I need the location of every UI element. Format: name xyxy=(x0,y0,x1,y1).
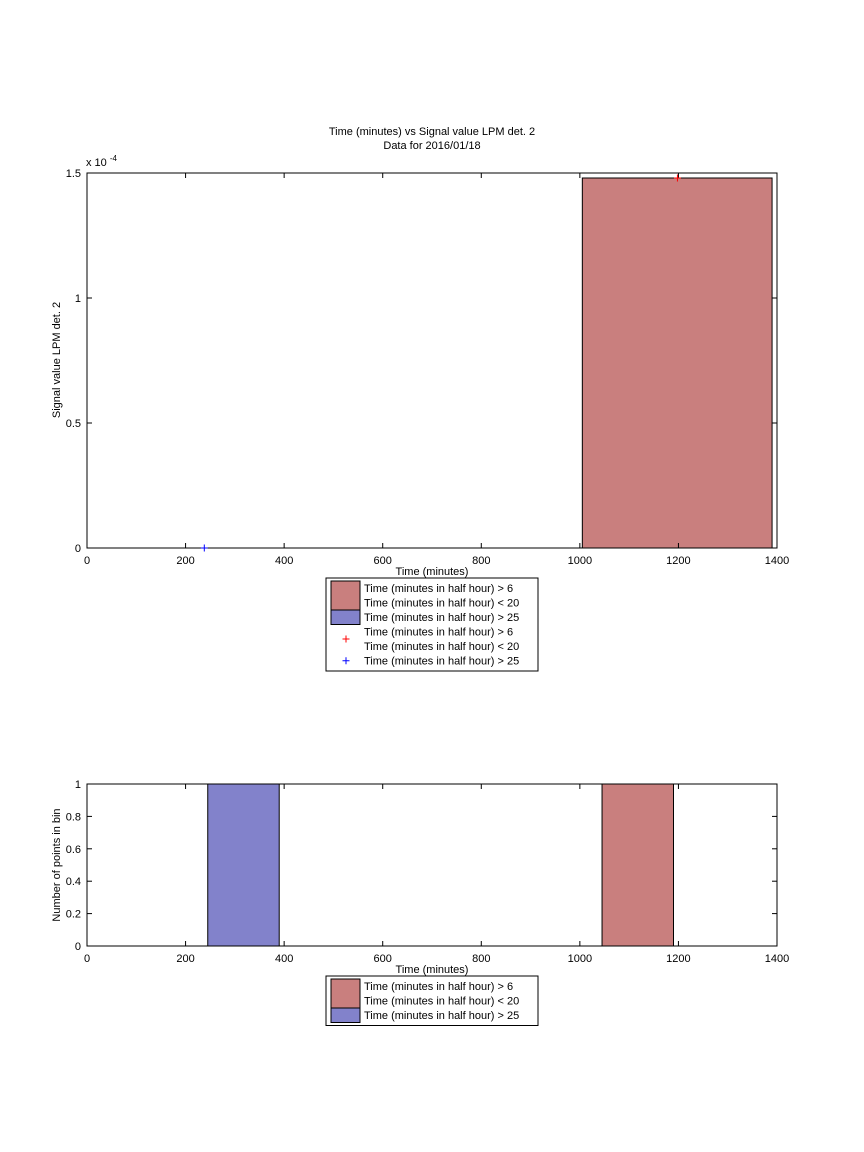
x-tick-label: 1000 xyxy=(568,555,592,567)
y-tick-label: 0.8 xyxy=(66,811,81,823)
legend-entry: Time (minutes in half hour) > 6 Time (min… xyxy=(330,978,519,1009)
y-tick-label: 0 xyxy=(75,543,81,555)
legend-swatch xyxy=(330,609,361,625)
top-chart: Time (minutes) vs Signal value LPM det. … xyxy=(51,126,790,672)
legend-swatch xyxy=(330,580,361,611)
y-tick-label: 0.2 xyxy=(66,909,81,921)
bottom-chart-y-label: Number of points in bin xyxy=(51,808,63,921)
y-tick-label: 0.4 xyxy=(66,876,81,888)
bottom-chart-bars xyxy=(207,783,674,947)
x-tick-label: 0 xyxy=(84,953,90,965)
legend-label: Time (minutes in half hour) > 6 xyxy=(364,627,513,639)
x-tick-label: 200 xyxy=(176,953,194,965)
legend-entry: Time (minutes in half hour) > 25 xyxy=(330,1007,519,1023)
bar-red xyxy=(601,783,674,947)
legend-box xyxy=(325,577,539,672)
top-chart-legend: Time (minutes in half hour) > 6 Time (min… xyxy=(325,577,539,672)
legend-swatch xyxy=(330,1007,361,1023)
top-chart-subtitle: Data for 2016/01/18 xyxy=(383,140,480,152)
legend-marker xyxy=(342,635,350,643)
bar-blue xyxy=(207,783,280,947)
legend-label: Time (minutes in half hour) > 25 xyxy=(364,656,519,668)
bottom-chart: 0 200 400 600 800 1000 1200 140000.20.40.60.81 … xyxy=(51,779,789,1026)
point-blue xyxy=(200,544,208,552)
bottom-chart-ticks: 0 200 400 600 800 1000 1200 1400 0 0.2 0.4 0.6 0.8 1 xyxy=(66,779,790,965)
y-tick-label: 1 xyxy=(75,779,81,791)
y-tick-label: 1.5 xyxy=(66,168,81,180)
legend-label: Time (minutes in half hour) < 20 xyxy=(364,996,519,1008)
legend-label: Time (minutes in half hour) > 25 xyxy=(364,1010,519,1022)
bottom-chart-x-label: Time (minutes) xyxy=(396,964,469,976)
top-chart-points xyxy=(200,174,681,552)
bar-red xyxy=(581,177,773,549)
x-tick-label: 400 xyxy=(275,953,293,965)
x-tick-label: 1000 xyxy=(568,953,592,965)
legend-entry: Time (minutes in half hour) > 6 Time (min… xyxy=(330,580,519,611)
bottom-chart-axes-box xyxy=(86,783,778,947)
y-tick-label: 0 xyxy=(75,941,81,953)
point-red xyxy=(673,174,681,182)
top-chart-y-label: Signal value LPM det. 2 xyxy=(51,302,63,418)
x-tick-label: 1400 xyxy=(765,555,789,567)
top-chart-y-exponent-power: -4 xyxy=(110,154,118,163)
y-tick-label: 1 xyxy=(75,293,81,305)
x-tick-label: 800 xyxy=(472,953,490,965)
legend-label: Time (minutes in half hour) > 6 xyxy=(364,583,513,595)
y-tick-label: 0.5 xyxy=(66,418,81,430)
legend-entry: Time (minutes in half hour) > 6 Time (min… xyxy=(342,627,519,653)
top-chart-title: Time (minutes) vs Signal value LPM det. … xyxy=(329,126,535,138)
bottom-chart-legend: Time (minutes in half hour) > 6 Time (min… xyxy=(325,975,539,1026)
y-tick-label: 0.6 xyxy=(66,844,81,856)
legend-label: Time (minutes in half hour) > 25 xyxy=(364,612,519,624)
x-tick-label: 1400 xyxy=(765,953,789,965)
top-chart-y-exponent: x 10 -4 xyxy=(86,154,118,169)
legend-marker xyxy=(342,657,350,665)
x-tick-label: 400 xyxy=(275,555,293,567)
x-tick-label: 600 xyxy=(374,953,392,965)
x-tick-label: 0 xyxy=(84,555,90,567)
top-chart-axes-box xyxy=(86,172,778,549)
top-chart-bars xyxy=(581,177,773,549)
x-tick-label: 800 xyxy=(472,555,490,567)
x-tick-label: 1200 xyxy=(666,555,690,567)
top-chart-y-exponent-base: x 10 xyxy=(86,157,107,169)
top-chart-x-label: Time (minutes) xyxy=(396,566,469,578)
legend-label: Time (minutes in half hour) < 20 xyxy=(364,598,519,610)
legend-label: Time (minutes in half hour) < 20 xyxy=(364,641,519,653)
legend-entry: Time (minutes in half hour) > 25 xyxy=(342,656,519,668)
x-tick-label: 200 xyxy=(176,555,194,567)
top-chart-ticks: 0 200 400 600 800 1000 1200 1400 0 0.5 1 1.5 xyxy=(66,168,790,567)
x-tick-label: 1200 xyxy=(666,953,690,965)
legend-swatch xyxy=(330,978,361,1009)
legend-entry: Time (minutes in half hour) > 25 xyxy=(330,609,519,625)
legend-box xyxy=(325,975,539,1026)
legend-label: Time (minutes in half hour) > 6 xyxy=(364,981,513,993)
x-tick-label: 600 xyxy=(374,555,392,567)
